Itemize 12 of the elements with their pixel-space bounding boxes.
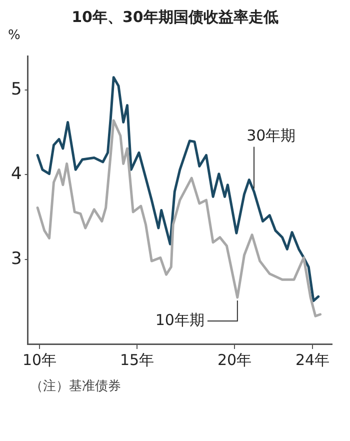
x-tick-label: 24年: [295, 350, 330, 369]
y-tick-label: 5: [10, 79, 22, 100]
x-tick-label: 20年: [217, 350, 252, 369]
y-axis-title: %: [8, 28, 22, 43]
text: 10年期: [155, 310, 204, 329]
chart-title: 10年、30年期国债收益率走低: [70, 8, 280, 27]
text: （注）基准债券: [30, 378, 122, 395]
text: 30年期: [246, 126, 296, 145]
y-tick-label: 3: [10, 248, 22, 269]
x-tick-label: 15年: [120, 350, 154, 369]
x-tick-label: 10年: [22, 350, 57, 369]
y-tick-label: 4: [10, 164, 22, 184]
